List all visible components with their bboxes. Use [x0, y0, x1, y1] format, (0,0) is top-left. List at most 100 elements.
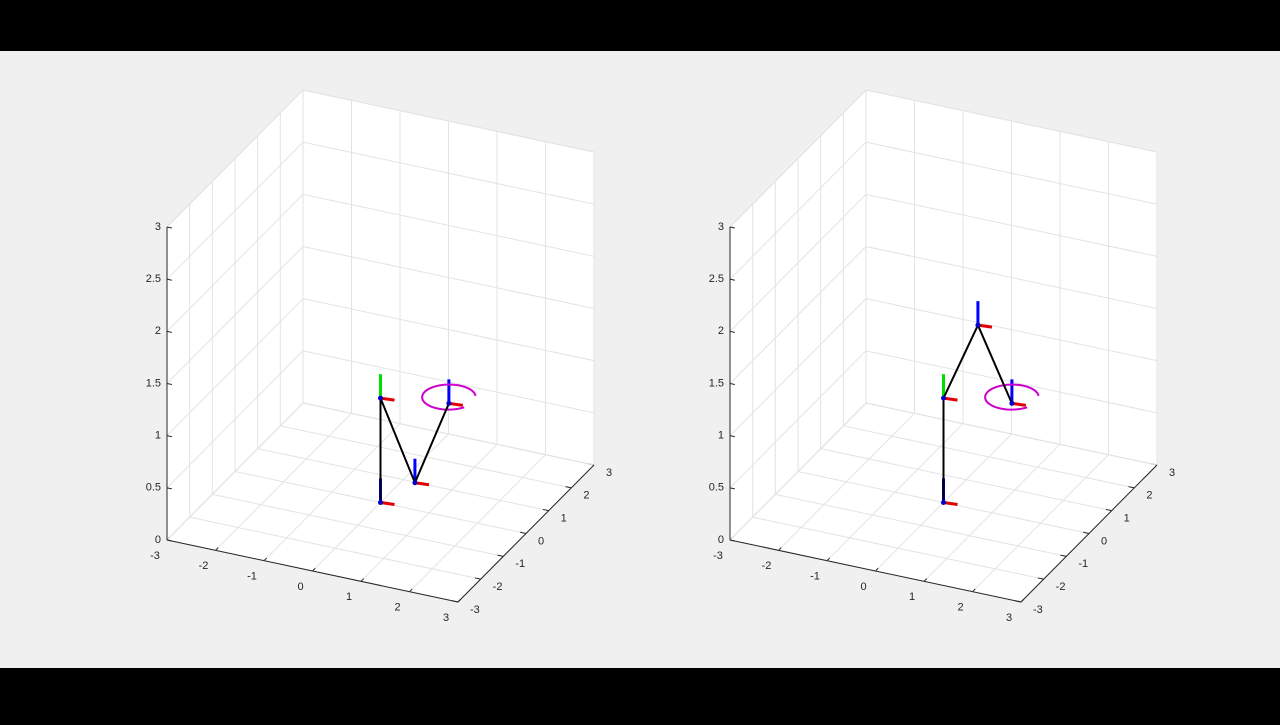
z-tick-label: 2 [155, 325, 161, 337]
z-tick-label: 1 [155, 430, 161, 442]
arm-line [379, 397, 450, 503]
y-tick-label: 1 [1124, 513, 1130, 525]
grid-line [729, 193, 867, 332]
grid-line [189, 516, 481, 580]
tick-mark [360, 578, 365, 582]
tick-mark [166, 487, 172, 490]
grid-line [752, 516, 1044, 580]
grid-line [865, 402, 1158, 466]
x-tick-label: -1 [810, 571, 820, 583]
joint [1009, 400, 1015, 406]
tick-mark [312, 567, 316, 572]
tick-mark [826, 557, 831, 562]
tick-mark [729, 435, 735, 438]
y-tick-label: -1 [515, 558, 525, 570]
z-tick-label: 2.5 [146, 273, 161, 285]
grid-line [729, 141, 867, 280]
joint [941, 395, 946, 401]
tick-mark [166, 435, 172, 438]
x-tick-label: 0 [297, 581, 303, 593]
y-tick-label: -2 [1056, 581, 1066, 593]
grid-line [729, 246, 867, 384]
x-tick-label: 3 [1006, 612, 1012, 624]
tick-mark [1083, 531, 1090, 534]
joint [378, 500, 383, 505]
tick-mark [729, 330, 735, 333]
joint [446, 400, 452, 406]
z-tick-label: 0.5 [709, 482, 724, 494]
x-tick-label: 2 [957, 602, 963, 614]
tick-mark [729, 226, 735, 229]
grid-line [843, 425, 1135, 489]
bottom-bar [0, 668, 1280, 720]
tick-mark [166, 278, 172, 281]
x-axis [729, 539, 1022, 603]
x-tick-label: -3 [713, 550, 723, 562]
y-tick-label: -1 [1078, 558, 1088, 570]
y-axis [457, 464, 595, 603]
x-tick-label: 1 [346, 591, 352, 603]
z-tick-label: 1.5 [146, 377, 161, 389]
tick-mark [1105, 508, 1112, 512]
tick-mark [166, 383, 172, 386]
arm-line [942, 322, 1013, 503]
joint [941, 500, 946, 505]
target-circle [984, 383, 1040, 411]
tick-mark [923, 578, 928, 582]
z-tick-label: 2.5 [709, 273, 724, 285]
x-tick-label: -2 [762, 560, 772, 572]
tick-mark [972, 588, 976, 593]
tick-mark [542, 508, 549, 512]
grid-line [729, 350, 867, 489]
tick-mark [565, 486, 572, 489]
y-tick-label: 0 [1101, 535, 1107, 547]
y-tick-label: 1 [561, 513, 567, 525]
y-tick-label: 3 [1169, 467, 1175, 479]
grid-line [865, 246, 1158, 309]
grid-line [865, 298, 1158, 362]
grid-line [865, 193, 1158, 257]
grid-line [302, 89, 595, 153]
y-tick-label: -3 [1033, 604, 1043, 616]
grid-line [212, 493, 504, 557]
tick-mark [520, 531, 527, 534]
z-tick-label: 0 [718, 534, 724, 546]
grid-line [302, 298, 595, 362]
z-tick-label: 0.5 [146, 482, 161, 494]
y-tick-label: 3 [606, 467, 612, 479]
tick-mark [1128, 486, 1135, 489]
x-tick-label: 1 [909, 591, 915, 603]
grid-line [729, 89, 867, 228]
tick-mark [263, 557, 268, 562]
y-tick-label: -2 [493, 581, 503, 593]
grid-line [257, 448, 549, 512]
joint [378, 395, 383, 401]
grid-line [302, 193, 595, 257]
tick-mark [166, 226, 172, 229]
grid-line [729, 402, 867, 541]
tick-mark [497, 554, 504, 557]
z-tick-label: 3 [718, 221, 724, 233]
z-tick-label: 0 [155, 534, 161, 546]
tick-mark [729, 383, 735, 386]
y-tick-label: 2 [583, 490, 589, 502]
x-tick-label: -3 [150, 550, 160, 562]
y-tick-label: 2 [1146, 490, 1152, 502]
x-tick-label: -1 [247, 571, 257, 583]
target-circle [421, 383, 477, 411]
tick-mark [729, 487, 735, 490]
grid-line [166, 298, 304, 437]
x-tick-label: -2 [199, 560, 209, 572]
tick-mark [409, 588, 413, 593]
grid-line [166, 89, 304, 228]
y-tick-label: 0 [538, 535, 544, 547]
z-tick-label: 1 [718, 430, 724, 442]
grid-line [166, 141, 304, 280]
tick-mark [1060, 554, 1067, 557]
x-tick-label: 3 [443, 612, 449, 624]
y-axis [1020, 464, 1158, 603]
z-tick-label: 3 [155, 221, 161, 233]
x-tick-label: 2 [394, 602, 400, 614]
